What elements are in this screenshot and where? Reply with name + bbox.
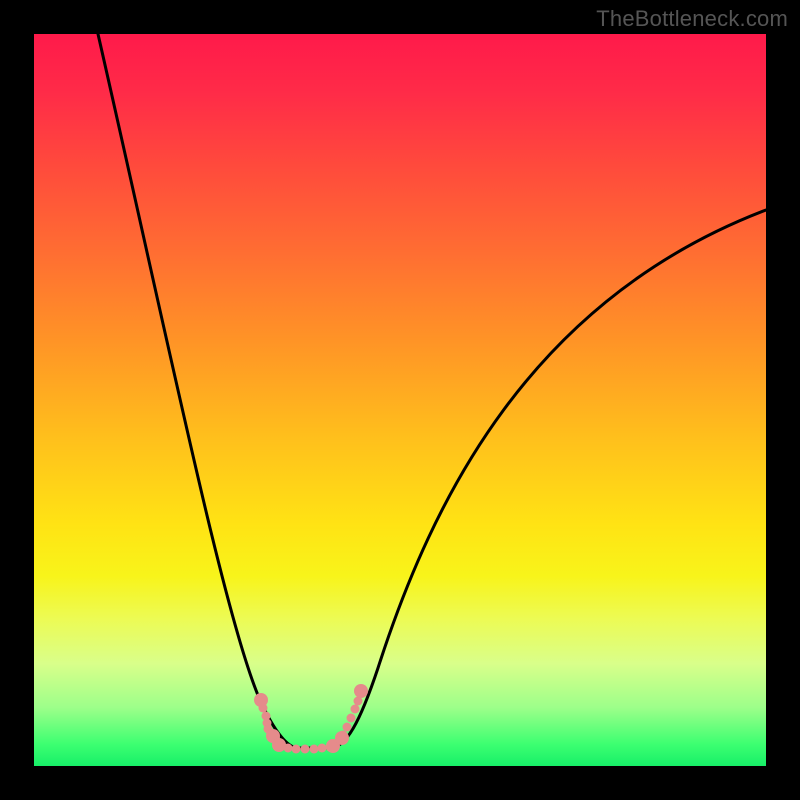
datapoint-bottom-dot xyxy=(318,744,327,753)
datapoint-bottom-cap xyxy=(272,738,286,752)
datapoint-right-dot xyxy=(343,723,352,732)
datapoint-right-dot xyxy=(351,705,360,714)
datapoint-bottom-dot xyxy=(310,745,319,754)
datapoint-right-cap xyxy=(335,731,349,745)
datapoint-right-cap xyxy=(354,684,368,698)
stage: TheBottleneck.com xyxy=(0,0,800,800)
watermark-label: TheBottleneck.com xyxy=(596,6,788,32)
datapoint-right-dot xyxy=(347,714,356,723)
datapoint-bottom-dot xyxy=(292,745,301,754)
gradient-background xyxy=(34,34,766,766)
datapoint-left-cap xyxy=(254,693,268,707)
chart-svg xyxy=(0,0,800,800)
datapoint-bottom-dot xyxy=(301,745,310,754)
plot-area xyxy=(34,34,766,766)
